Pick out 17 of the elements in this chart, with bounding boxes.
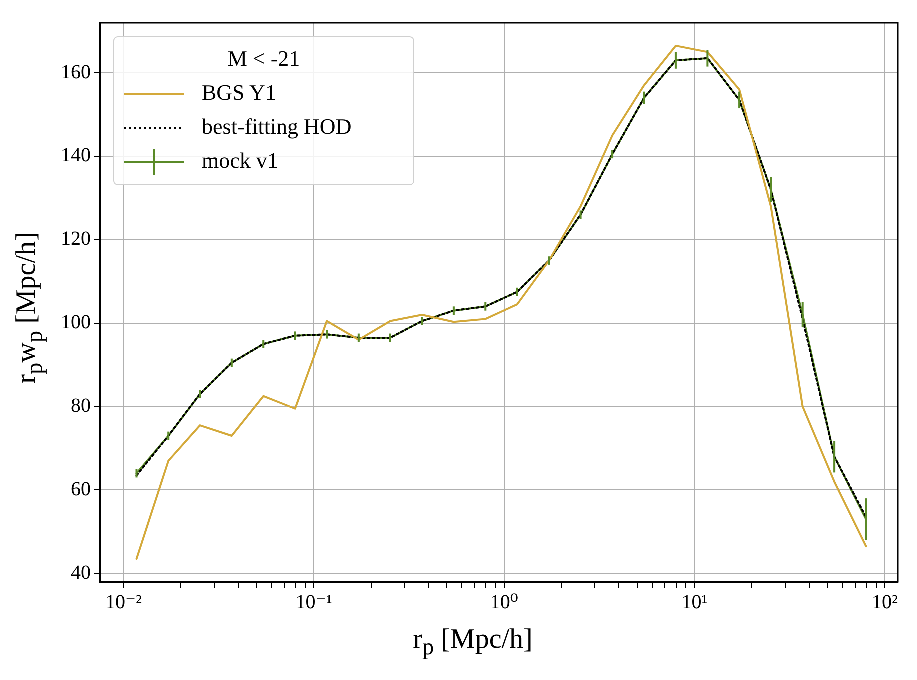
y-tick-label: 80 (71, 395, 91, 418)
y-tick-label: 40 (71, 562, 91, 584)
x-tick-label: 10¹ (682, 591, 708, 614)
y-tick-label: 120 (61, 228, 91, 250)
legend-title: M < -21 (228, 46, 300, 71)
x-tick-label: 10² (872, 591, 898, 614)
x-tick-label: 10⁻¹ (296, 591, 332, 614)
y-tick-label: 100 (61, 312, 91, 334)
legend-label: BGS Y1 (202, 80, 276, 105)
x-tick-label: 10⁰ (490, 591, 518, 614)
y-tick-label: 60 (71, 478, 91, 500)
x-axis-title: r$_{p}$ [Mpc/h] (412, 624, 534, 662)
y-tick-label: 140 (61, 144, 91, 167)
y-tick-label: 160 (61, 61, 91, 84)
x-tick-label: 10⁻² (105, 591, 142, 614)
legend-label: best-fitting HOD (202, 114, 352, 139)
legend-label: mock v1 (202, 148, 278, 173)
